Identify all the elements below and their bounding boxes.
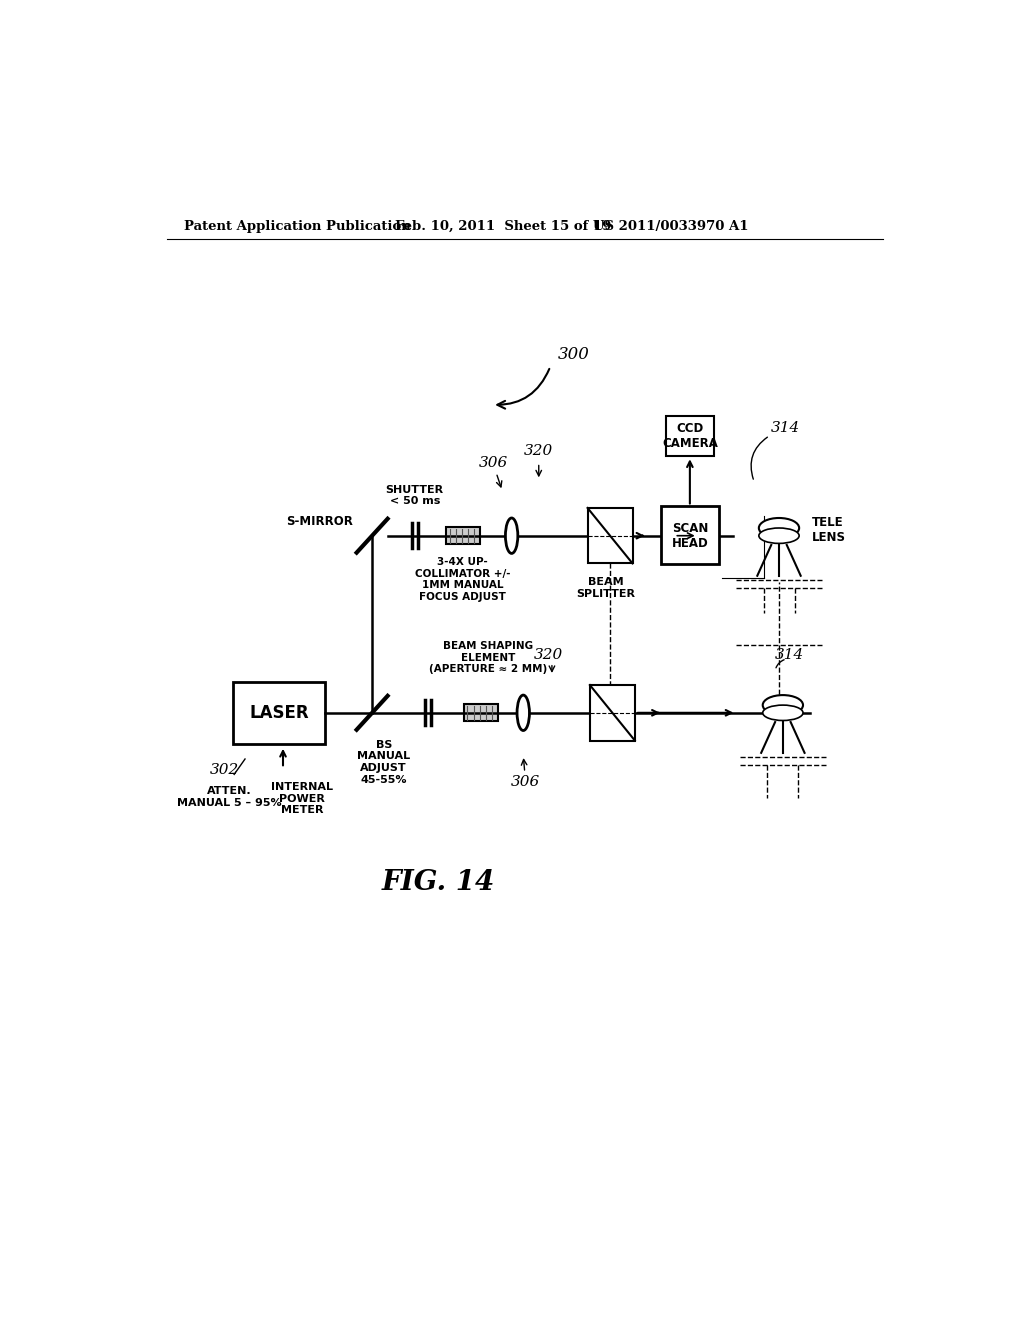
Text: S-MIRROR: S-MIRROR (286, 515, 352, 528)
Ellipse shape (759, 517, 799, 539)
Text: 306: 306 (478, 455, 508, 470)
Text: 300: 300 (558, 346, 590, 363)
Text: ATTEN.
MANUAL 5 – 95%: ATTEN. MANUAL 5 – 95% (177, 785, 282, 808)
Text: BEAM
SPLITTER: BEAM SPLITTER (577, 577, 636, 599)
Bar (590, 685, 635, 741)
Bar (588, 508, 633, 564)
Text: 320: 320 (535, 648, 563, 663)
Text: 314: 314 (775, 648, 805, 663)
Text: SHUTTER
< 50 ms: SHUTTER < 50 ms (386, 484, 443, 507)
Text: Feb. 10, 2011  Sheet 15 of 19: Feb. 10, 2011 Sheet 15 of 19 (395, 219, 611, 232)
Ellipse shape (763, 696, 803, 715)
Text: 3-4X UP-
COLLIMATOR +/-
1MM MANUAL
FOCUS ADJUST: 3-4X UP- COLLIMATOR +/- 1MM MANUAL FOCUS… (415, 557, 511, 602)
Text: 314: 314 (771, 421, 801, 434)
Text: LASER: LASER (249, 704, 309, 722)
Bar (662, 507, 719, 564)
Bar (464, 705, 498, 721)
Text: 320: 320 (524, 444, 553, 458)
Bar (666, 416, 714, 455)
Text: Patent Application Publication: Patent Application Publication (183, 219, 411, 232)
Text: BEAM SHAPING
ELEMENT
(APERTURE ≈ 2 MM): BEAM SHAPING ELEMENT (APERTURE ≈ 2 MM) (429, 642, 548, 675)
Ellipse shape (759, 528, 799, 544)
Text: 302: 302 (210, 763, 240, 776)
Text: US 2011/0033970 A1: US 2011/0033970 A1 (593, 219, 749, 232)
Text: 306: 306 (511, 775, 541, 789)
Ellipse shape (763, 705, 803, 721)
Text: SCAN
HEAD: SCAN HEAD (672, 521, 709, 549)
Ellipse shape (506, 517, 518, 553)
Text: FIG. 14: FIG. 14 (381, 869, 495, 896)
Ellipse shape (517, 696, 529, 730)
FancyArrowPatch shape (498, 368, 549, 409)
Bar (233, 682, 325, 743)
Text: INTERNAL
POWER
METER: INTERNAL POWER METER (271, 781, 334, 816)
Text: TELE
LENS: TELE LENS (812, 516, 846, 544)
Text: CCD
CAMERA: CCD CAMERA (662, 421, 718, 450)
Bar (445, 527, 480, 544)
Text: BS
MANUAL
ADJUST
45-55%: BS MANUAL ADJUST 45-55% (357, 739, 411, 784)
